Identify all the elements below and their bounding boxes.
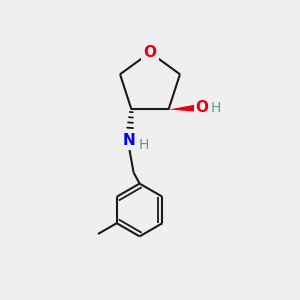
Text: N: N [123, 134, 136, 148]
Text: O: O [196, 100, 208, 116]
Text: H: H [138, 139, 149, 152]
Text: O: O [143, 45, 157, 60]
Polygon shape [169, 104, 199, 112]
Text: H: H [211, 101, 221, 115]
